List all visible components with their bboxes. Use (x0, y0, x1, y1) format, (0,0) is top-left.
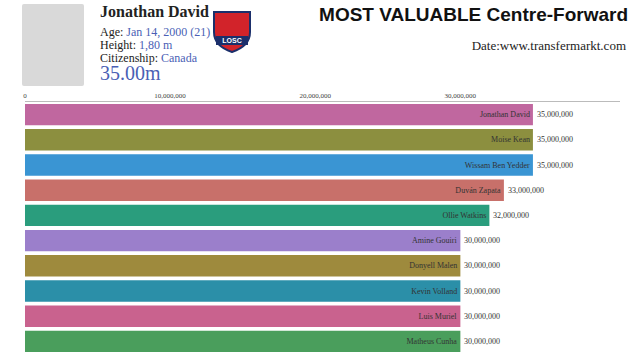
html-text:Age: Jan 14, 2000 (21): Age: Jan 14, 2000 (21) (100, 25, 211, 39)
svg-text:Luis Muriel: Luis Muriel (419, 312, 458, 321)
svg-text:Duván Zapata: Duván Zapata (455, 186, 501, 195)
svg-text:35,000,000: 35,000,000 (537, 135, 573, 144)
html-text:35.00m: 35.00m (100, 62, 161, 84)
svg-text:33,000,000: 33,000,000 (508, 186, 544, 195)
svg-text:Moise Kean: Moise Kean (491, 135, 530, 144)
svg-text:10,000,000: 10,000,000 (154, 92, 186, 100)
svg-text:32,000,000: 32,000,000 (493, 211, 529, 220)
svg-text:35,000,000: 35,000,000 (537, 161, 573, 170)
svg-text:30,000,000: 30,000,000 (445, 92, 477, 100)
svg-text:30,000,000: 30,000,000 (464, 337, 500, 346)
svg-text:30,000,000: 30,000,000 (464, 236, 500, 245)
svg-text:Matheus Cunha: Matheus Cunha (406, 337, 457, 346)
svg-text:Jonathan David: Jonathan David (480, 110, 530, 119)
svg-text:30,000,000: 30,000,000 (464, 261, 500, 270)
html-text:Citizenship: Canada: Citizenship: Canada (100, 51, 197, 65)
svg-text:Ollie Watkins: Ollie Watkins (443, 211, 487, 220)
svg-text:35,000,000: 35,000,000 (537, 110, 573, 119)
svg-text:20,000,000: 20,000,000 (299, 92, 331, 100)
html-text:Height: 1,80 m: Height: 1,80 m (100, 38, 173, 52)
svg-text:Donyell Malen: Donyell Malen (409, 261, 457, 270)
svg-text:30,000,000: 30,000,000 (464, 287, 500, 296)
svg-text:Amine Gouiri: Amine Gouiri (412, 236, 457, 245)
html-text:MOST VALUABLE Centre-Forward: MOST VALUABLE Centre-Forward (319, 4, 628, 25)
html-text:Date:www.transfermarkt.com: Date:www.transfermarkt.com (471, 38, 626, 53)
svg-text:Kevin Volland: Kevin Volland (411, 287, 457, 296)
svg-text:Wissam Ben Yedder: Wissam Ben Yedder (465, 161, 530, 170)
html-text:Jonathan David: Jonathan David (100, 3, 209, 20)
svg-text:LOSC: LOSC (222, 37, 241, 44)
svg-text:30,000,000: 30,000,000 (464, 312, 500, 321)
svg-text:0: 0 (23, 92, 27, 100)
